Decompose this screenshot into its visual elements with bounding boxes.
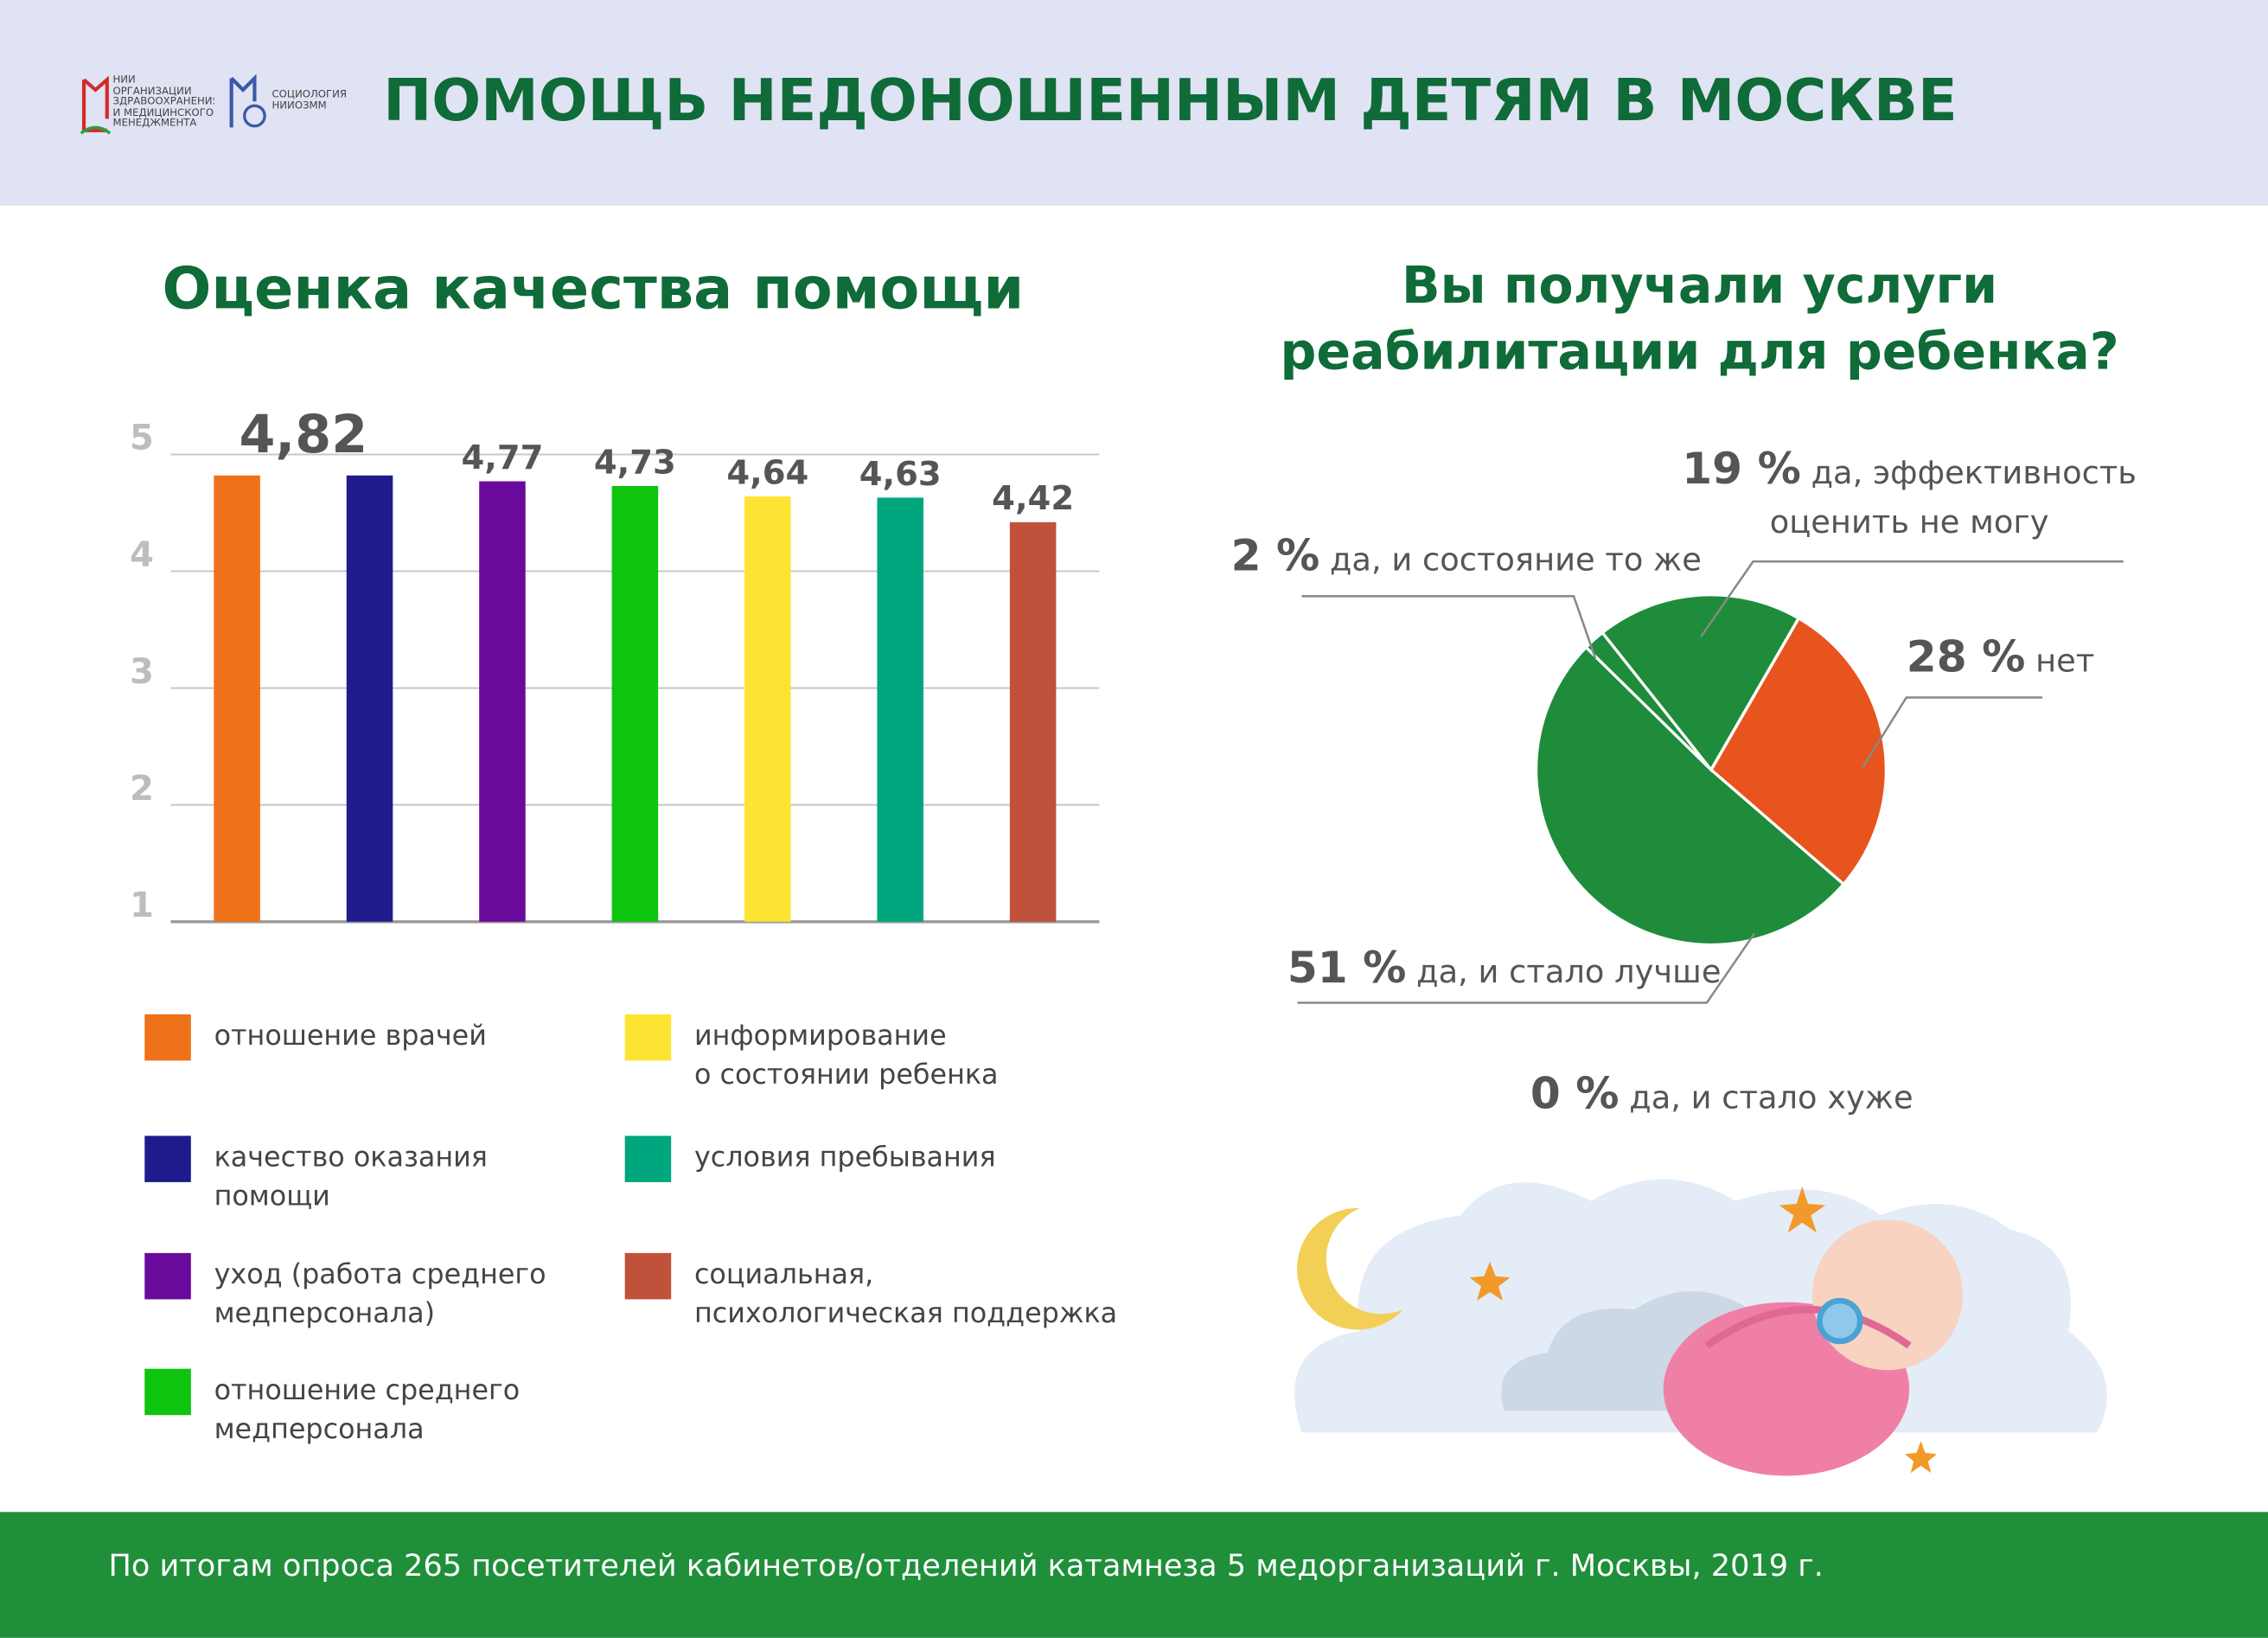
bar (877, 497, 923, 922)
pie-slice (1534, 645, 1846, 947)
logo-text: СОЦИОЛОГИЯ НИИОЗММ (272, 89, 348, 112)
legend-label: уход (работа среднего медперсонала) (214, 1258, 546, 1330)
value-label: 4,77 (461, 438, 543, 477)
chart-title: Вы получали услуги реабилитации для ребе… (1280, 257, 2119, 382)
legend-label: отношение среднего медперсонала (214, 1374, 521, 1446)
bar (744, 496, 791, 922)
value-label: 4,42 (992, 479, 1074, 518)
y-tick-label: 1 (130, 886, 154, 925)
pie-value-label: 28 % (1906, 633, 2026, 683)
legend-swatch (624, 1252, 672, 1300)
legend-swatch (144, 1368, 191, 1416)
legend-label: информирование о состоянии ребенка (693, 1020, 999, 1091)
value-label: 4,64 (726, 453, 808, 492)
pie-label: 0 % да, и стало хуже (1530, 1071, 1965, 1124)
illustration (1294, 1179, 2107, 1476)
legend-entry: информирование о состоянии ребенка (693, 1020, 999, 1091)
bar (479, 481, 526, 922)
legend-entry: социальная, психологическая поддержка (693, 1258, 1118, 1330)
pie-category-label: да, и стало хуже (1629, 1080, 1913, 1117)
pie-label: 2 % да, и состояние то же (1231, 533, 1709, 586)
pie-category-label: да, и состояние то же (1329, 542, 1702, 579)
pie-value-label: 2 % (1230, 532, 1320, 582)
pie-label: 28 % нет (1907, 634, 2196, 688)
pie-label: 0 % да, и стало хуже (1530, 1071, 1965, 1124)
footer-band (0, 1512, 2268, 1638)
y-tick-label: 4 (130, 535, 154, 575)
pie-slice (1709, 617, 1800, 771)
leader-line (1862, 696, 2043, 768)
pie-label: 19 % да, эффективность оценить не могу (1677, 445, 2140, 548)
legend-entry: уход (работа среднего медперсонала) (214, 1258, 546, 1330)
pie-value-label: 0 % (1530, 1071, 1620, 1120)
logo-icons (80, 74, 266, 135)
logo: НИИ ОРГАНИЗАЦИИ ЗДРАВООХРАНЕНИЯ И МЕДИЦИ… (112, 75, 214, 130)
legend-label: отношение врачей (214, 1020, 487, 1053)
chart-title: Вы получали услуги реабилитации для ребе… (1280, 257, 2119, 382)
legend-swatch (144, 1014, 191, 1061)
pie-category-label: да, эффективность оценить не могу (1769, 456, 2137, 541)
value-label: 4,73 (594, 443, 676, 482)
pie-label: 51 % да, и стало лучше (1287, 945, 1750, 999)
pie-label: 19 % да, эффективность оценить не могу (1677, 445, 2140, 548)
leader-line (1297, 932, 1756, 1004)
legend-swatch (624, 1014, 672, 1061)
leader-line (1700, 560, 2124, 637)
y-tick-label: 2 (130, 769, 154, 809)
bar (214, 475, 260, 922)
value-label: 4,63 (859, 455, 942, 494)
header-band (0, 0, 2268, 206)
legend-swatch (144, 1136, 191, 1182)
pie-category-label: да, и стало лучше (1416, 955, 1722, 992)
bar (611, 485, 659, 922)
legend-label: условия пребывания (693, 1142, 996, 1174)
bar (1009, 521, 1057, 922)
legend-entry: качество оказания помощи (214, 1142, 488, 1213)
footer-text: По итогам опроса 265 посетителей кабинет… (108, 1548, 1823, 1584)
header-title: ПОМОЩЬ НЕДОНОШЕННЫМ ДЕТЯМ В МОСКВЕ (383, 67, 1957, 134)
y-tick-label: 3 (130, 652, 154, 692)
y-tick-label: 5 (130, 419, 154, 458)
legend-entry: отношение среднего медперсонала (214, 1374, 521, 1446)
legend-label: качество оказания помощи (214, 1142, 488, 1213)
legend-swatch (144, 1252, 191, 1300)
pie-label: 28 % нет (1907, 634, 2196, 688)
legend-swatch (624, 1136, 672, 1182)
pie-value-label: 19 % (1682, 445, 1801, 496)
pie-value-label: 51 % (1287, 944, 1407, 995)
value-label: 4,82 (240, 405, 368, 465)
logo-text: НИИ ОРГАНИЗАЦИИ ЗДРАВООХРАНЕНИЯ И МЕДИЦИ… (112, 75, 214, 130)
pie-label: 51 % да, и стало лучше (1287, 945, 1750, 999)
legend-label: социальная, психологическая поддержка (693, 1258, 1118, 1330)
pie-slice (1709, 616, 1888, 886)
pie-slice (1600, 593, 1801, 773)
bar (346, 475, 393, 922)
chart-title: Оценка качества помощи (163, 255, 1025, 323)
pie-label: 2 % да, и состояние то же (1231, 533, 1709, 586)
pie-category-label: нет (2035, 643, 2095, 681)
logo: СОЦИОЛОГИЯ НИИОЗММ (272, 89, 348, 112)
legend-entry: условия пребывания (693, 1142, 996, 1174)
leader-line (1301, 595, 1597, 659)
legend-entry: отношение врачей (214, 1020, 487, 1053)
